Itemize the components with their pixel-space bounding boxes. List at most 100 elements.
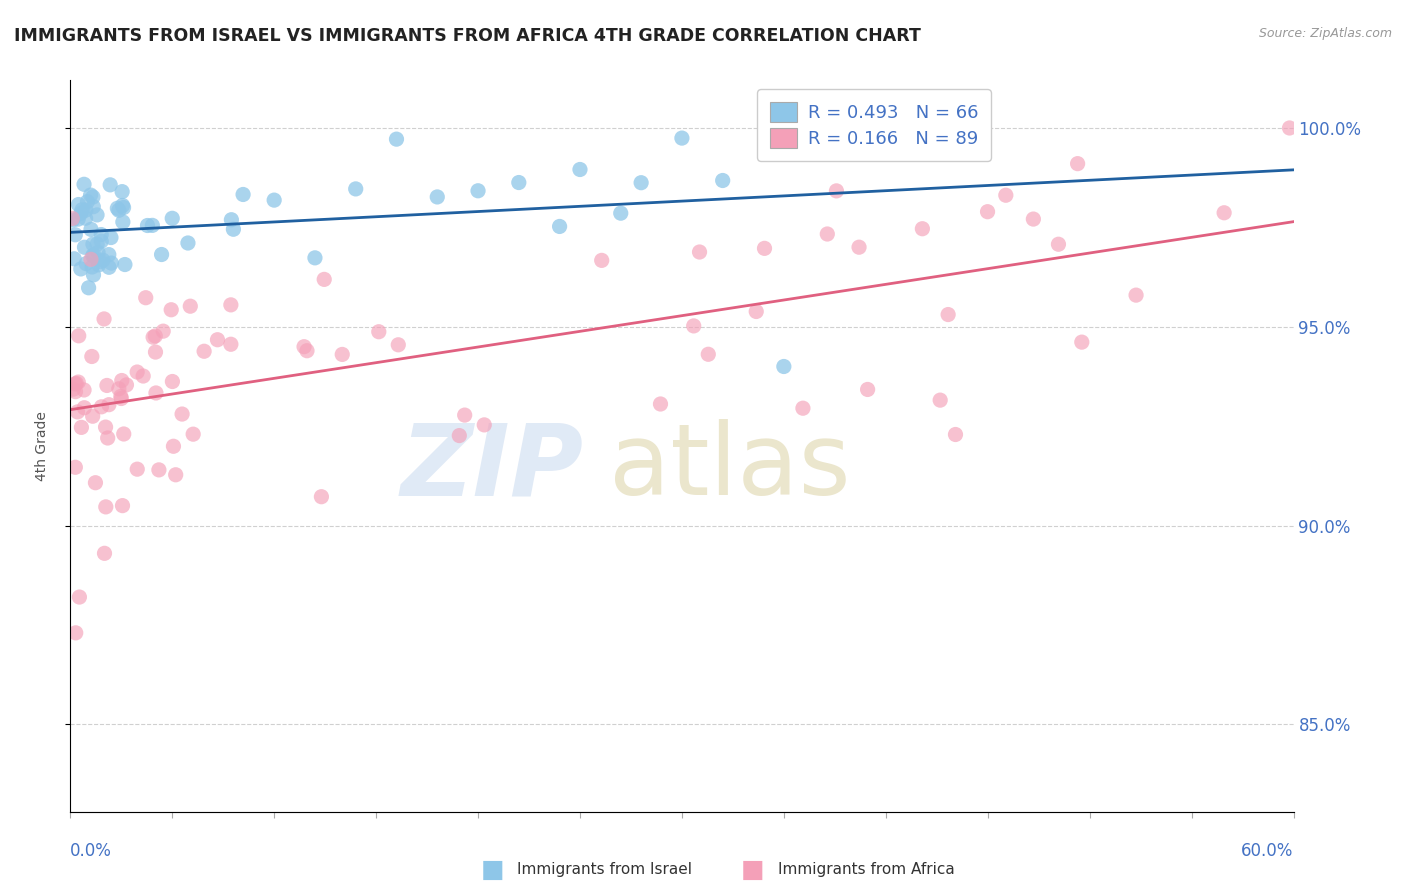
Point (65, 384, 87, 399)
Point (65, 376, 87, 391)
Point (792, 401, 814, 416)
Text: IMMIGRANTS FROM ISRAEL VS IMMIGRANTS FROM AFRICA 4TH GRADE CORRELATION CHART: IMMIGRANTS FROM ISRAEL VS IMMIGRANTS FRO… (14, 27, 921, 45)
Point (60, 211, 83, 226)
Point (142, 330, 165, 344)
Point (1125, 288, 1147, 302)
Point (344, 182, 367, 196)
Point (87, 245, 110, 260)
Point (111, 499, 134, 513)
Text: atlas: atlas (609, 419, 851, 516)
Point (232, 187, 254, 202)
Point (97, 398, 120, 412)
Point (62, 213, 84, 227)
Point (936, 308, 959, 322)
Point (472, 417, 495, 432)
Point (141, 219, 163, 233)
Text: Immigrants from Africa: Immigrants from Africa (778, 863, 955, 877)
Point (111, 198, 134, 212)
Point (80, 350, 103, 364)
Point (91, 253, 114, 268)
Point (848, 240, 870, 254)
Point (73, 401, 96, 415)
Point (311, 490, 333, 504)
Point (292, 340, 315, 354)
Point (671, 131, 693, 145)
Point (82, 268, 104, 282)
Point (1022, 212, 1045, 227)
Point (80, 222, 103, 236)
Point (76, 194, 98, 209)
Point (97, 247, 120, 261)
Point (87, 258, 110, 272)
Point (219, 298, 242, 312)
Point (172, 407, 194, 421)
Point (84, 475, 107, 490)
Point (96, 378, 118, 392)
Point (682, 318, 704, 333)
Point (697, 347, 720, 361)
Point (93, 312, 115, 326)
Point (568, 162, 592, 177)
Point (80, 252, 103, 267)
Legend: R = 0.493   N = 66, R = 0.166   N = 89: R = 0.493 N = 66, R = 0.166 N = 89 (758, 89, 991, 161)
Text: Source: ZipAtlas.com: Source: ZipAtlas.com (1258, 27, 1392, 40)
Point (97, 431, 120, 445)
Point (82, 190, 104, 204)
Point (193, 344, 215, 359)
Point (90, 400, 112, 414)
Point (295, 343, 318, 358)
Point (162, 211, 183, 226)
Text: ■: ■ (481, 858, 503, 881)
Point (160, 302, 183, 317)
Point (65, 377, 87, 392)
Point (135, 291, 157, 305)
Point (93, 546, 115, 560)
Point (111, 374, 134, 388)
Point (111, 185, 134, 199)
Point (67, 197, 90, 211)
Point (82, 200, 104, 214)
Point (945, 427, 967, 442)
Point (67, 590, 90, 604)
Point (911, 221, 934, 235)
Point (112, 201, 135, 215)
Point (1066, 156, 1088, 170)
Point (219, 337, 242, 351)
Point (591, 253, 613, 268)
Point (105, 201, 128, 215)
Point (114, 258, 136, 272)
Point (689, 245, 711, 260)
Point (73, 178, 96, 192)
Point (145, 345, 167, 359)
Point (976, 204, 998, 219)
Point (711, 173, 734, 187)
Point (508, 176, 530, 190)
Point (69, 261, 91, 276)
Point (815, 227, 838, 241)
Point (162, 375, 184, 389)
Point (75, 211, 97, 226)
Point (127, 462, 149, 476)
Point (63, 252, 86, 266)
Point (263, 193, 285, 207)
Point (115, 377, 138, 392)
Text: Immigrants from Israel: Immigrants from Israel (517, 863, 692, 877)
Point (745, 304, 768, 318)
Point (150, 247, 173, 261)
Point (179, 299, 201, 313)
Point (70, 420, 93, 434)
Point (108, 382, 131, 396)
Point (70, 206, 93, 220)
Point (82, 249, 104, 263)
Point (127, 365, 149, 379)
Y-axis label: 4th Grade: 4th Grade (35, 411, 49, 481)
Point (330, 347, 353, 361)
Point (136, 219, 159, 233)
Point (77, 281, 100, 295)
Point (67, 328, 90, 343)
Point (148, 463, 170, 477)
Point (856, 383, 879, 397)
Point (385, 132, 408, 146)
Point (304, 251, 326, 265)
Point (79, 188, 101, 202)
